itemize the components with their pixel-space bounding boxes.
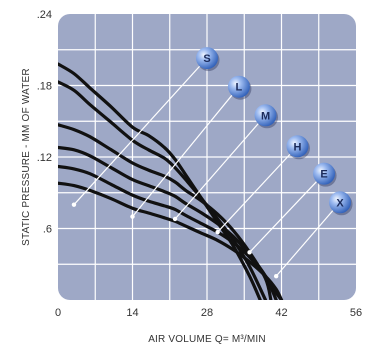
x-tick-label: 0 — [55, 307, 61, 319]
callout-line-e — [249, 173, 325, 253]
y-tick-label: .18 — [37, 81, 52, 93]
curve-h — [58, 145, 278, 300]
callout-line-m — [174, 114, 266, 220]
callout-line-x — [275, 201, 341, 277]
label-ball-m — [254, 104, 277, 127]
label-text-e: E — [320, 169, 327, 181]
callout-marker-l — [130, 214, 135, 219]
label-text-x: X — [336, 197, 344, 209]
curve-m — [58, 123, 273, 300]
label-ball-l — [227, 75, 250, 98]
x-tick-label: 14 — [126, 307, 138, 319]
callout-lines — [71, 57, 341, 279]
x-axis-label: AIR VOLUME Q= M³/MIN — [148, 334, 266, 345]
label-ball-e — [313, 162, 336, 185]
y-tick-label: .6 — [43, 224, 52, 236]
performance-curves — [58, 62, 284, 300]
x-tick-label: 56 — [350, 307, 362, 319]
curve-x — [58, 181, 284, 300]
callout-line-s — [73, 57, 208, 206]
callout-line-h — [217, 145, 298, 233]
label-text-l: L — [236, 82, 243, 94]
y-tick-label: .24 — [37, 9, 52, 21]
curve-labels: S L M H E X — [196, 47, 353, 216]
curve-e — [58, 164, 284, 300]
x-tick-label: 42 — [275, 307, 287, 319]
label-ball-x — [329, 191, 352, 214]
y-tick-label: .12 — [37, 152, 52, 164]
label-ball-s — [196, 47, 218, 70]
y-tick-labels: .6 .12 .18 .24 — [37, 9, 52, 236]
curve-s — [58, 62, 262, 300]
x-tick-label: 28 — [201, 307, 213, 319]
callout-marker-h — [215, 229, 220, 235]
label-ball-h — [286, 135, 309, 158]
y-axis-label: STATIC PRESSURE - MM OF WATER — [21, 68, 32, 246]
callout-marker-e — [247, 250, 252, 255]
label-text-h: H — [293, 141, 301, 153]
callout-marker-x — [273, 273, 279, 279]
callout-marker-m — [172, 216, 178, 222]
x-tick-labels: 0 14 28 42 56 — [55, 307, 362, 319]
curve-l — [58, 80, 268, 300]
label-text-m: M — [261, 110, 270, 122]
callout-marker-s — [71, 202, 77, 207]
callout-line-l — [132, 86, 240, 217]
label-text-s: S — [203, 53, 210, 65]
